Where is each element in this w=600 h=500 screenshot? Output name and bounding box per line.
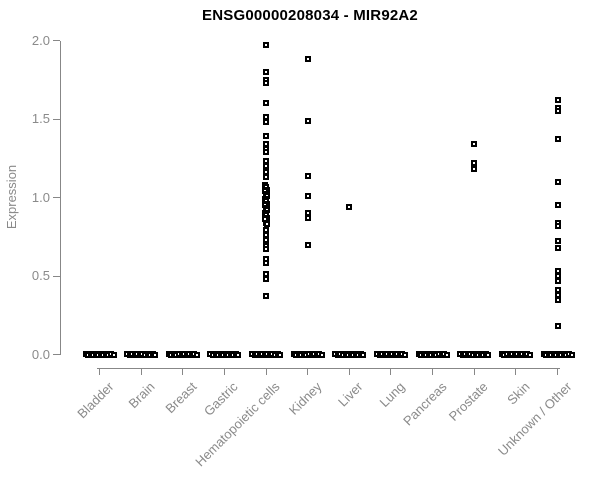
data-point bbox=[554, 202, 561, 209]
y-axis-line bbox=[60, 40, 61, 355]
x-tick bbox=[307, 368, 309, 375]
data-point bbox=[346, 203, 353, 210]
data-point bbox=[263, 293, 270, 300]
data-point bbox=[263, 100, 270, 107]
data-point bbox=[554, 244, 561, 251]
data-point bbox=[263, 246, 270, 253]
y-tick bbox=[53, 197, 60, 198]
data-point bbox=[401, 352, 408, 358]
x-tick bbox=[473, 368, 475, 375]
data-point bbox=[554, 238, 561, 245]
data-point bbox=[554, 323, 561, 330]
x-tick bbox=[99, 368, 100, 375]
y-tick bbox=[53, 275, 60, 277]
data-point bbox=[554, 222, 561, 229]
data-point bbox=[360, 352, 367, 358]
data-point bbox=[471, 141, 478, 148]
data-point bbox=[263, 42, 270, 49]
y-tick-label: 2.0 bbox=[31, 32, 50, 48]
data-point bbox=[304, 214, 311, 221]
x-tick bbox=[182, 368, 184, 375]
data-point bbox=[263, 79, 270, 86]
data-point bbox=[485, 352, 492, 358]
data-point bbox=[277, 352, 284, 358]
data-point bbox=[304, 56, 311, 63]
chart-title: ENSG00000208034 - MIR92A2 bbox=[202, 7, 418, 24]
data-point bbox=[318, 352, 325, 358]
data-point bbox=[304, 241, 311, 248]
y-tick-label: 1.0 bbox=[31, 189, 50, 205]
data-point bbox=[263, 163, 270, 170]
data-point bbox=[263, 119, 270, 126]
data-point bbox=[263, 174, 270, 181]
data-point bbox=[193, 352, 200, 358]
x-tick bbox=[223, 368, 225, 375]
x-tick bbox=[265, 368, 267, 375]
data-point bbox=[471, 159, 478, 166]
data-point bbox=[263, 236, 270, 243]
x-tick-label: Unknown / Other bbox=[494, 379, 575, 459]
data-point bbox=[554, 108, 561, 115]
y-tick bbox=[53, 40, 60, 41]
data-point bbox=[263, 148, 270, 155]
data-point bbox=[110, 352, 117, 358]
x-tick bbox=[432, 368, 434, 375]
x-tick bbox=[557, 368, 559, 375]
data-point bbox=[263, 68, 270, 75]
y-tick-label: 0.0 bbox=[31, 346, 50, 362]
data-point bbox=[554, 136, 561, 143]
data-point bbox=[554, 178, 561, 185]
y-tick bbox=[53, 354, 60, 355]
data-point bbox=[264, 221, 271, 228]
data-point bbox=[443, 352, 450, 358]
x-tick bbox=[348, 368, 350, 375]
data-point bbox=[235, 352, 242, 358]
data-point bbox=[554, 296, 561, 303]
data-point bbox=[568, 352, 575, 358]
data-point bbox=[152, 352, 159, 358]
data-point bbox=[263, 260, 270, 267]
y-tick-label: 0.5 bbox=[31, 268, 50, 283]
x-tick bbox=[390, 368, 392, 375]
data-point bbox=[471, 166, 478, 173]
x-axis-line bbox=[97, 368, 560, 369]
data-point bbox=[263, 133, 270, 140]
data-point bbox=[304, 192, 311, 199]
x-tick bbox=[140, 368, 142, 375]
y-tick bbox=[53, 118, 60, 120]
data-point bbox=[526, 352, 533, 358]
data-point bbox=[263, 276, 270, 283]
data-point bbox=[304, 117, 311, 124]
y-tick-label: 1.5 bbox=[31, 111, 50, 126]
data-point bbox=[304, 172, 311, 179]
data-point bbox=[554, 97, 561, 104]
x-tick bbox=[515, 368, 517, 375]
data-point bbox=[554, 277, 561, 284]
